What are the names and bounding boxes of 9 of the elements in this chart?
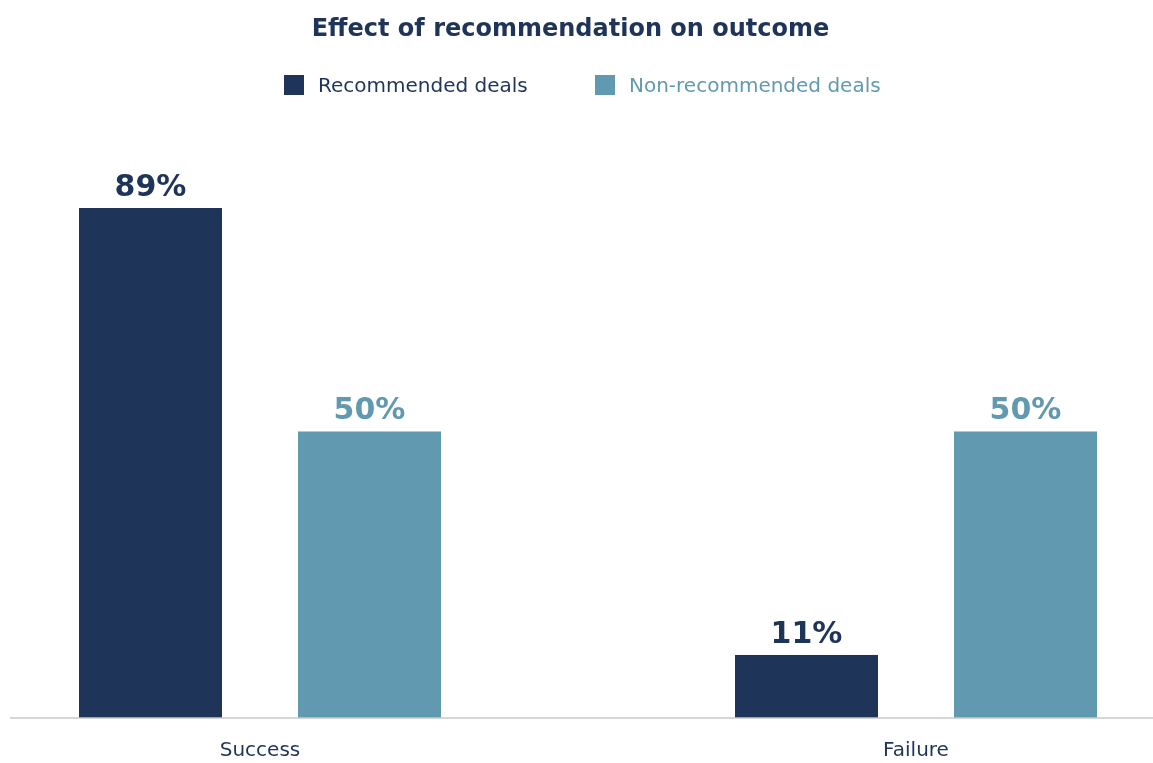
legend-label: Recommended deals [318,73,528,97]
legend-label: Non-recommended deals [629,73,881,97]
x-tick-label: Failure [883,737,949,761]
data-label: 50% [333,391,406,427]
chart-title: Effect of recommendation on outcome [311,14,830,42]
x-tick-label: Success [219,737,301,761]
data-label: 89% [114,168,187,203]
data-label: 11% [770,614,843,650]
data-label: 50% [989,391,1062,427]
